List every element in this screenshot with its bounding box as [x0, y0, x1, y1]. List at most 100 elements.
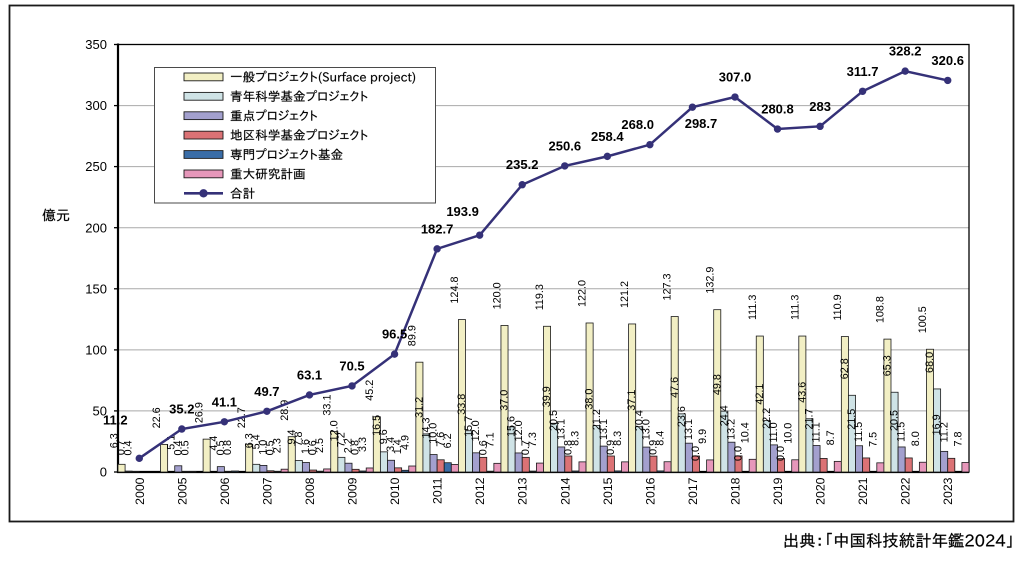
svg-text:6.2: 6.2 [442, 433, 454, 448]
svg-text:121.2: 121.2 [619, 281, 631, 308]
svg-text:6.3: 6.3 [109, 433, 121, 448]
svg-text:2021: 2021 [856, 477, 870, 505]
svg-text:8.0: 8.0 [910, 431, 922, 446]
svg-text:31.2: 31.2 [413, 397, 425, 418]
svg-text:10.4: 10.4 [740, 422, 752, 443]
svg-text:37.0: 37.0 [499, 390, 511, 411]
svg-text:2010: 2010 [388, 477, 402, 505]
svg-text:11.1: 11.1 [811, 422, 823, 442]
svg-text:298.7: 298.7 [685, 116, 718, 131]
svg-text:38.0: 38.0 [584, 389, 596, 410]
svg-text:127.3: 127.3 [662, 273, 674, 300]
svg-text:7.2: 7.2 [335, 432, 347, 447]
svg-text:20.4: 20.4 [633, 410, 645, 431]
svg-text:13.1: 13.1 [598, 419, 610, 440]
svg-text:21.7: 21.7 [804, 408, 816, 429]
svg-text:110.9: 110.9 [832, 294, 844, 320]
svg-text:15.6: 15.6 [506, 416, 518, 437]
svg-text:2.5: 2.5 [314, 438, 326, 453]
svg-text:2000: 2000 [133, 477, 147, 505]
svg-text:89.9: 89.9 [406, 325, 418, 346]
svg-text:0.9: 0.9 [605, 440, 617, 455]
svg-text:2005: 2005 [175, 477, 189, 505]
svg-text:2015: 2015 [601, 477, 615, 505]
svg-text:2014: 2014 [558, 477, 572, 505]
svg-text:111.3: 111.3 [747, 295, 759, 320]
svg-text:150: 150 [85, 281, 107, 296]
svg-text:2016: 2016 [643, 477, 657, 505]
svg-text:35.2: 35.2 [169, 402, 194, 417]
svg-text:0.5: 0.5 [179, 440, 191, 455]
svg-text:8.3: 8.3 [570, 431, 582, 446]
svg-text:0.0: 0.0 [775, 446, 787, 461]
svg-text:7.8: 7.8 [293, 431, 305, 446]
svg-text:10.0: 10.0 [782, 423, 794, 444]
svg-text:200: 200 [85, 220, 107, 235]
svg-text:2.2: 2.2 [343, 438, 355, 453]
svg-text:0.5: 0.5 [265, 440, 277, 455]
svg-text:132.9: 132.9 [704, 267, 716, 294]
svg-text:68.0: 68.0 [924, 352, 936, 373]
svg-text:0.5: 0.5 [215, 440, 227, 455]
svg-text:37.1: 37.1 [626, 390, 638, 411]
svg-text:2009: 2009 [346, 477, 360, 505]
svg-text:65.3: 65.3 [882, 355, 894, 376]
svg-text:11.5: 11.5 [896, 422, 908, 442]
svg-text:20.5: 20.5 [889, 410, 901, 431]
svg-text:182.7: 182.7 [421, 221, 454, 236]
svg-text:7.5: 7.5 [867, 432, 879, 447]
svg-text:7.3: 7.3 [527, 432, 539, 447]
svg-text:268.0: 268.0 [621, 117, 654, 132]
svg-text:63.1: 63.1 [297, 367, 322, 382]
svg-text:0.4: 0.4 [172, 440, 184, 455]
svg-text:250.6: 250.6 [549, 138, 582, 153]
svg-text:2020: 2020 [814, 477, 828, 505]
svg-text:0.6: 0.6 [307, 440, 319, 455]
svg-text:122.0: 122.0 [577, 280, 589, 307]
svg-text:0.4: 0.4 [123, 440, 135, 455]
svg-text:124.8: 124.8 [449, 277, 461, 304]
svg-text:43.6: 43.6 [796, 382, 808, 403]
svg-text:119.3: 119.3 [534, 284, 546, 310]
svg-text:235.2: 235.2 [506, 157, 539, 172]
svg-text:33.1: 33.1 [321, 395, 333, 416]
svg-text:21.5: 21.5 [846, 409, 858, 430]
svg-text:250: 250 [85, 159, 107, 174]
svg-text:12.0: 12.0 [328, 420, 340, 441]
svg-text:100.5: 100.5 [917, 306, 929, 333]
svg-text:2017: 2017 [686, 477, 700, 505]
svg-text:47.6: 47.6 [669, 377, 681, 398]
svg-text:300: 300 [85, 98, 107, 113]
svg-text:258.4: 258.4 [591, 129, 624, 144]
svg-text:12.0: 12.0 [513, 420, 525, 441]
svg-text:49.7: 49.7 [254, 384, 279, 399]
svg-text:16.5: 16.5 [371, 415, 383, 436]
svg-text:2008: 2008 [303, 477, 317, 505]
svg-text:307.0: 307.0 [719, 70, 752, 85]
svg-text:20.5: 20.5 [548, 410, 560, 431]
svg-text:280.8: 280.8 [761, 102, 794, 117]
svg-text:0.9: 0.9 [648, 440, 660, 455]
svg-text:2019: 2019 [771, 477, 785, 505]
svg-text:320.6: 320.6 [931, 53, 964, 68]
svg-text:0.0: 0.0 [690, 446, 702, 461]
svg-text:16.9: 16.9 [931, 414, 943, 435]
svg-text:2018: 2018 [728, 477, 742, 505]
svg-text:12.0: 12.0 [470, 420, 482, 441]
svg-text:49.8: 49.8 [711, 374, 723, 395]
svg-text:1.6: 1.6 [300, 439, 312, 454]
svg-text:7.8: 7.8 [952, 431, 964, 446]
svg-text:5.4: 5.4 [250, 434, 262, 449]
svg-text:4.9: 4.9 [399, 435, 411, 450]
svg-text:3.4: 3.4 [385, 437, 397, 452]
svg-text:0.8: 0.8 [350, 440, 362, 455]
svg-text:2006: 2006 [218, 477, 232, 505]
svg-text:108.8: 108.8 [874, 296, 886, 323]
svg-text:111.3: 111.3 [789, 295, 801, 320]
svg-text:100: 100 [85, 343, 107, 358]
svg-text:120.0: 120.0 [492, 282, 504, 309]
svg-text:22.2: 22.2 [761, 408, 773, 429]
svg-text:14.3: 14.3 [421, 418, 433, 439]
svg-text:311.7: 311.7 [847, 64, 879, 79]
svg-text:11.5: 11.5 [853, 422, 865, 442]
